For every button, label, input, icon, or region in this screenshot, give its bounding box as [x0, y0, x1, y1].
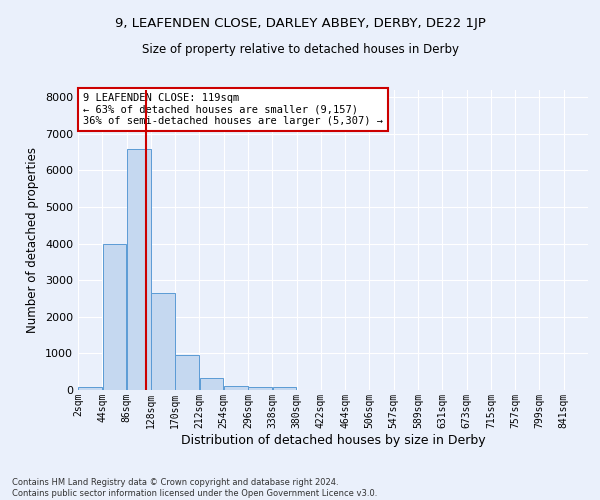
Text: 9 LEAFENDEN CLOSE: 119sqm
← 63% of detached houses are smaller (9,157)
36% of se: 9 LEAFENDEN CLOSE: 119sqm ← 63% of detac… [83, 93, 383, 126]
Text: Size of property relative to detached houses in Derby: Size of property relative to detached ho… [142, 42, 458, 56]
Y-axis label: Number of detached properties: Number of detached properties [26, 147, 40, 333]
Bar [78, 388, 102, 390]
Bar [224, 386, 248, 390]
Bar [200, 378, 223, 390]
Text: 9, LEAFENDEN CLOSE, DARLEY ABBEY, DERBY, DE22 1JP: 9, LEAFENDEN CLOSE, DARLEY ABBEY, DERBY,… [115, 18, 485, 30]
Bar [151, 293, 175, 390]
Bar [248, 388, 272, 390]
Bar [127, 148, 151, 390]
Bar [175, 355, 199, 390]
Bar [272, 388, 296, 390]
Text: Contains HM Land Registry data © Crown copyright and database right 2024.
Contai: Contains HM Land Registry data © Crown c… [12, 478, 377, 498]
X-axis label: Distribution of detached houses by size in Derby: Distribution of detached houses by size … [181, 434, 485, 446]
Bar [103, 244, 126, 390]
